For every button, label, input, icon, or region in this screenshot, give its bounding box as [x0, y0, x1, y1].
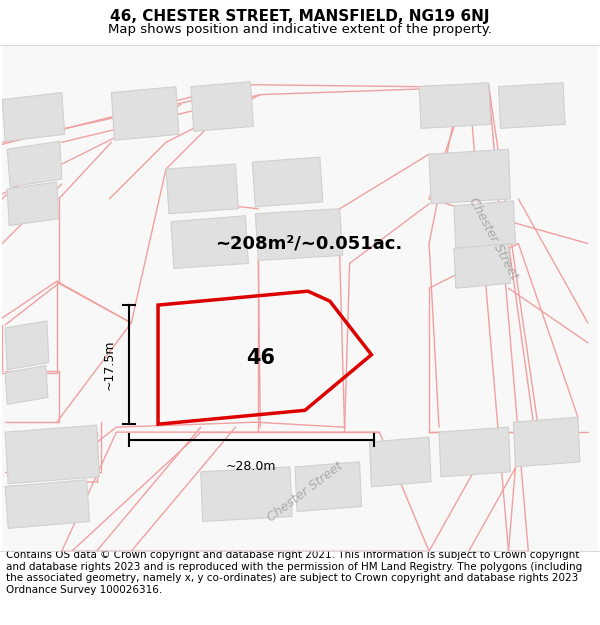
Polygon shape — [171, 216, 248, 268]
Text: Chester Street: Chester Street — [466, 196, 521, 282]
Text: ~208m²/~0.051ac.: ~208m²/~0.051ac. — [215, 234, 403, 253]
Polygon shape — [439, 427, 511, 477]
Polygon shape — [5, 366, 48, 404]
Polygon shape — [514, 418, 580, 467]
Polygon shape — [7, 182, 59, 226]
Polygon shape — [454, 201, 515, 249]
Polygon shape — [5, 321, 49, 369]
Text: 46: 46 — [246, 348, 275, 368]
Text: Chester Street: Chester Street — [265, 459, 345, 524]
Polygon shape — [166, 164, 238, 214]
Polygon shape — [191, 82, 253, 131]
Polygon shape — [429, 149, 511, 204]
Polygon shape — [370, 437, 431, 487]
Text: ~28.0m: ~28.0m — [226, 460, 277, 473]
Polygon shape — [112, 87, 179, 140]
Polygon shape — [253, 157, 323, 207]
Polygon shape — [201, 467, 292, 521]
Text: Contains OS data © Crown copyright and database right 2021. This information is : Contains OS data © Crown copyright and d… — [6, 550, 582, 595]
Polygon shape — [5, 480, 89, 528]
Polygon shape — [2, 92, 65, 141]
Polygon shape — [499, 82, 565, 128]
Text: 46, CHESTER STREET, MANSFIELD, NG19 6NJ: 46, CHESTER STREET, MANSFIELD, NG19 6NJ — [110, 9, 490, 24]
Polygon shape — [295, 462, 362, 511]
Polygon shape — [5, 425, 100, 484]
Polygon shape — [419, 82, 491, 128]
Text: ~17.5m: ~17.5m — [103, 339, 116, 390]
Polygon shape — [7, 141, 62, 187]
Text: Map shows position and indicative extent of the property.: Map shows position and indicative extent… — [108, 23, 492, 36]
Polygon shape — [454, 244, 511, 288]
Polygon shape — [256, 209, 343, 261]
